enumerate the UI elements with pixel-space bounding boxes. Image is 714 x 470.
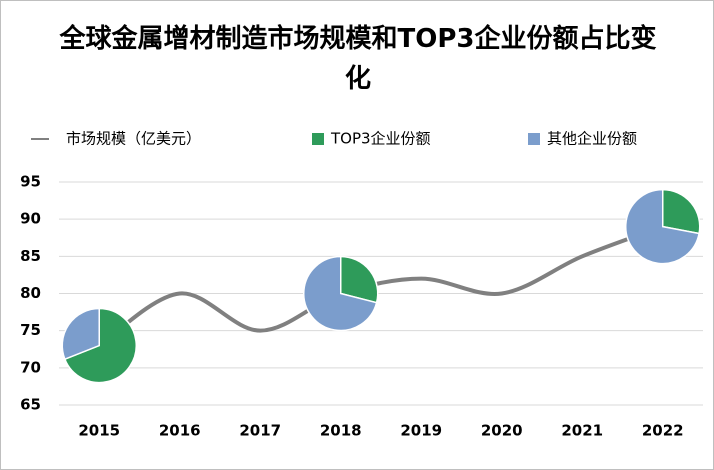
legend-swatch [312, 133, 324, 145]
pie-slice [625, 188, 700, 265]
pie-slice [63, 307, 137, 384]
y-tick-label: 85 [20, 247, 41, 265]
y-tick-label: 95 [20, 173, 41, 191]
y-tick-label: 90 [20, 210, 41, 228]
x-tick-label: 2020 [481, 422, 523, 440]
x-tick-label: 2015 [78, 422, 120, 440]
y-tick-label: 65 [20, 396, 41, 414]
y-tick-label: 75 [20, 321, 41, 339]
y-tick-label: 80 [20, 284, 41, 302]
pie-slice [303, 255, 378, 332]
pie-slice [662, 188, 701, 235]
pie-slice [61, 307, 100, 361]
y-tick-label: 70 [20, 358, 41, 376]
x-tick-label: 2021 [561, 422, 603, 440]
legend-swatch [528, 133, 540, 145]
x-tick-label: 2019 [400, 422, 442, 440]
x-tick-label: 2016 [159, 422, 201, 440]
line-series [98, 224, 664, 348]
chart-title: 全球金属增材制造市场规模和TOP3企业份额占比变化 [59, 24, 657, 94]
x-tick-label: 2018 [320, 422, 362, 440]
legend-label: 市场规模（亿美元） [66, 130, 201, 148]
pie-slice [340, 255, 379, 304]
x-tick-label: 2022 [642, 422, 684, 440]
x-tick-label: 2017 [239, 422, 281, 440]
legend-label: TOP3企业份额 [330, 130, 431, 148]
legend-label: 其他企业份额 [547, 130, 637, 148]
